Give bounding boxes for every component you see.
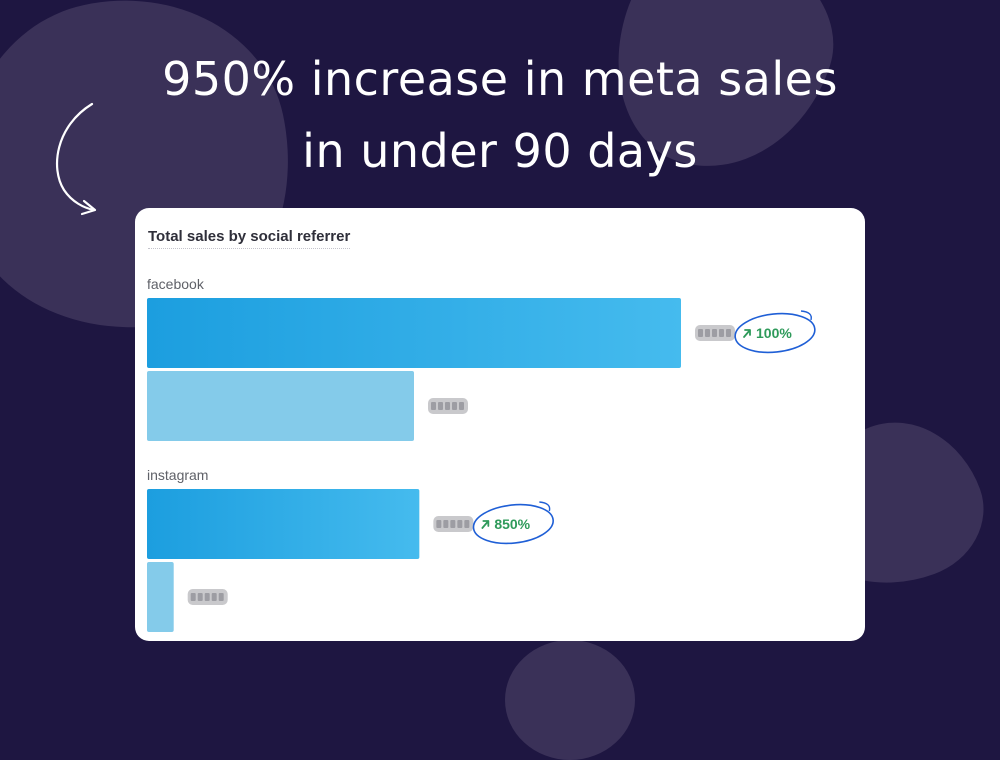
highlight-circle <box>734 312 816 354</box>
change-label: 850% <box>494 516 530 532</box>
redacted-value-noise <box>719 329 724 337</box>
background-blob <box>505 640 635 760</box>
bar-facebook-previous[interactable] <box>147 371 414 441</box>
redacted-value-noise <box>218 593 224 601</box>
category-label: facebook <box>147 276 205 292</box>
redacted-value-noise <box>211 593 217 601</box>
change-label: 100% <box>756 325 792 341</box>
redacted-value-noise <box>457 520 463 528</box>
redacted-value-noise <box>443 520 449 528</box>
redacted-value-noise <box>698 329 703 337</box>
chart-title[interactable]: Total sales by social referrer <box>148 228 351 249</box>
trend-up-icon <box>481 520 490 529</box>
curved-arrow-icon <box>56 102 97 216</box>
highlight-circle <box>472 503 554 545</box>
redacted-value-noise <box>190 593 196 601</box>
redacted-value-noise <box>204 593 210 601</box>
redacted-value-noise <box>197 593 203 601</box>
category-label: instagram <box>147 467 208 483</box>
bar-instagram-previous[interactable] <box>147 562 174 632</box>
redacted-value-noise <box>436 520 442 528</box>
headline-line-1: 950% increase in meta sales <box>162 52 838 106</box>
redacted-value-noise <box>712 329 717 337</box>
redacted-value-noise <box>450 520 456 528</box>
redacted-value-noise <box>705 329 710 337</box>
bar-facebook-current[interactable] <box>147 298 681 368</box>
chart-card: Total sales by social referrer facebook 1… <box>135 208 865 641</box>
highlight-circle-tail <box>539 501 551 512</box>
redacted-value-noise <box>464 520 470 528</box>
redacted-value-noise <box>438 402 443 410</box>
redacted-value-noise <box>452 402 457 410</box>
redacted-value-noise <box>445 402 450 410</box>
redacted-value-noise <box>431 402 436 410</box>
headline-line-2: in under 90 days <box>302 124 698 178</box>
redacted-value-noise <box>726 329 731 337</box>
bar-instagram-current[interactable] <box>147 489 420 559</box>
highlight-circle-tail <box>800 310 812 321</box>
trend-up-icon <box>743 329 751 338</box>
bar-chart: facebook 100% instagram 850% <box>147 276 816 632</box>
redacted-value-noise <box>459 402 464 410</box>
